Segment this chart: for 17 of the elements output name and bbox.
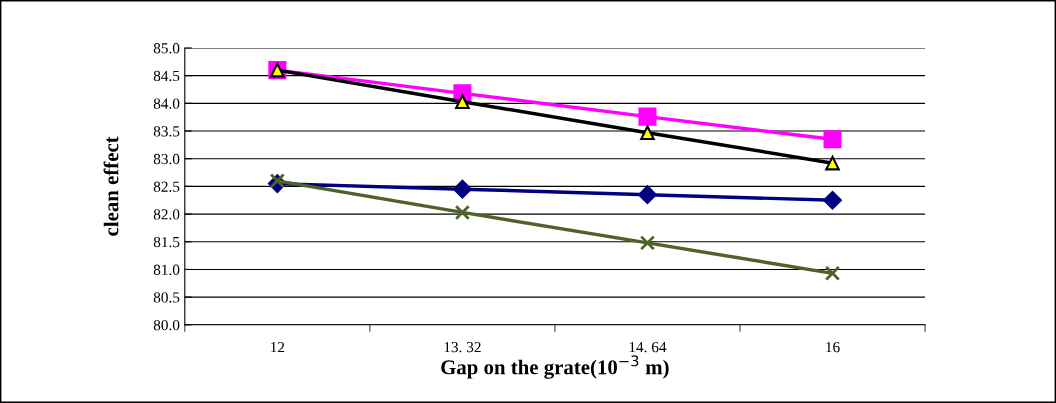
y-tick-label: 80.0 — [153, 319, 180, 331]
x-tick-label: 13. 32 — [444, 341, 481, 353]
y-tick-label: 81.5 — [153, 236, 180, 248]
y-tick-label: 84.0 — [153, 98, 180, 109]
y-tick-label: 81.0 — [153, 264, 180, 275]
y-tick-label: 82.5 — [153, 181, 180, 192]
x-tick-label: 16 — [826, 341, 840, 353]
y-axis-title: clean effect — [103, 136, 119, 236]
y-tick-label: 84.5 — [153, 70, 180, 82]
y-tick-label: 80.5 — [153, 292, 180, 303]
x-tick-label: 12 — [271, 341, 285, 353]
y-tick-label: 85.0 — [153, 43, 180, 54]
x-axis-title: Gap on the grate(10$^{−3}$ m) — [441, 355, 669, 379]
x-tick-label: 14. 64 — [629, 341, 667, 353]
y-tick-label: 83.5 — [153, 126, 180, 137]
y-tick-label: 83.0 — [153, 153, 180, 165]
y-tick-label: 82.0 — [153, 209, 180, 220]
